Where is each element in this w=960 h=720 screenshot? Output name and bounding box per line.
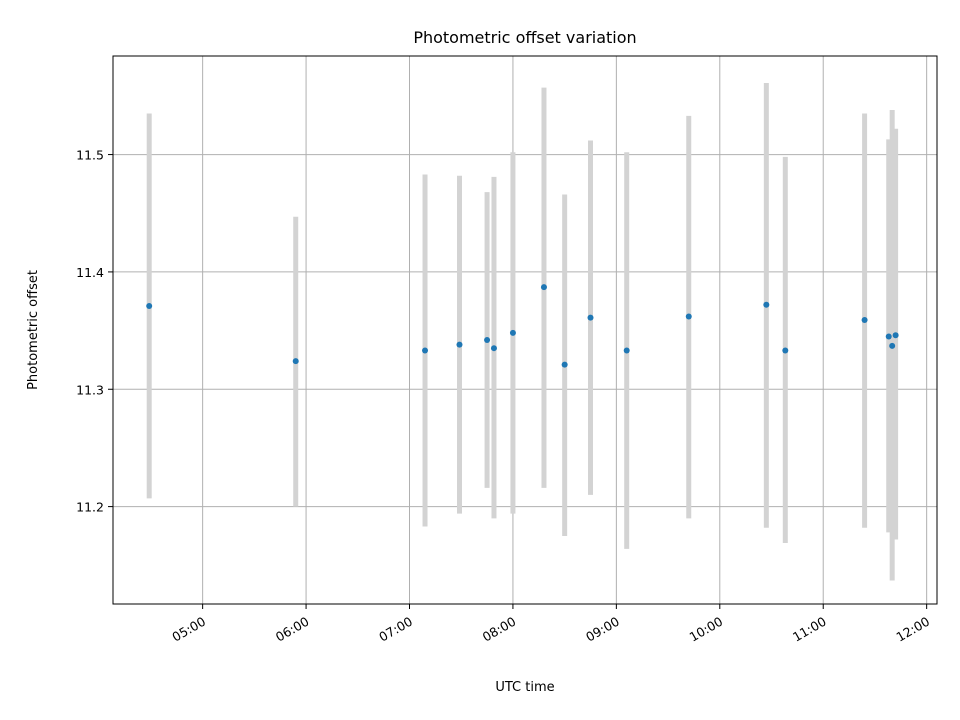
data-point: [456, 341, 463, 348]
plot-frame: [112, 55, 938, 605]
y-tick-label: 11.4: [76, 265, 104, 280]
grid-lines: [113, 56, 937, 604]
y-axis-ticks: 11.2 11.3 11.4 11.5: [76, 148, 113, 515]
data-point: [885, 333, 892, 340]
data-points: [146, 284, 899, 368]
data-point: [292, 358, 299, 365]
data-point: [889, 342, 896, 349]
chart-title: Photometric offset variation: [413, 28, 636, 47]
y-tick-label: 11.3: [76, 382, 104, 397]
data-point: [623, 347, 630, 354]
data-point: [490, 345, 497, 352]
data-point: [587, 314, 594, 321]
data-point: [782, 347, 789, 354]
data-point: [509, 329, 516, 336]
y-axis-label: Photometric offset: [26, 270, 41, 390]
y-tick-label: 11.2: [76, 500, 104, 515]
x-axis-label: UTC time: [495, 680, 554, 695]
data-point: [484, 336, 491, 343]
data-point: [892, 332, 899, 339]
data-point: [561, 361, 568, 368]
data-point: [146, 302, 153, 309]
data-point: [422, 347, 429, 354]
data-point: [861, 317, 868, 324]
data-point: [685, 313, 692, 320]
data-point: [763, 301, 770, 308]
data-point: [540, 284, 547, 291]
y-tick-label: 11.5: [76, 148, 104, 163]
